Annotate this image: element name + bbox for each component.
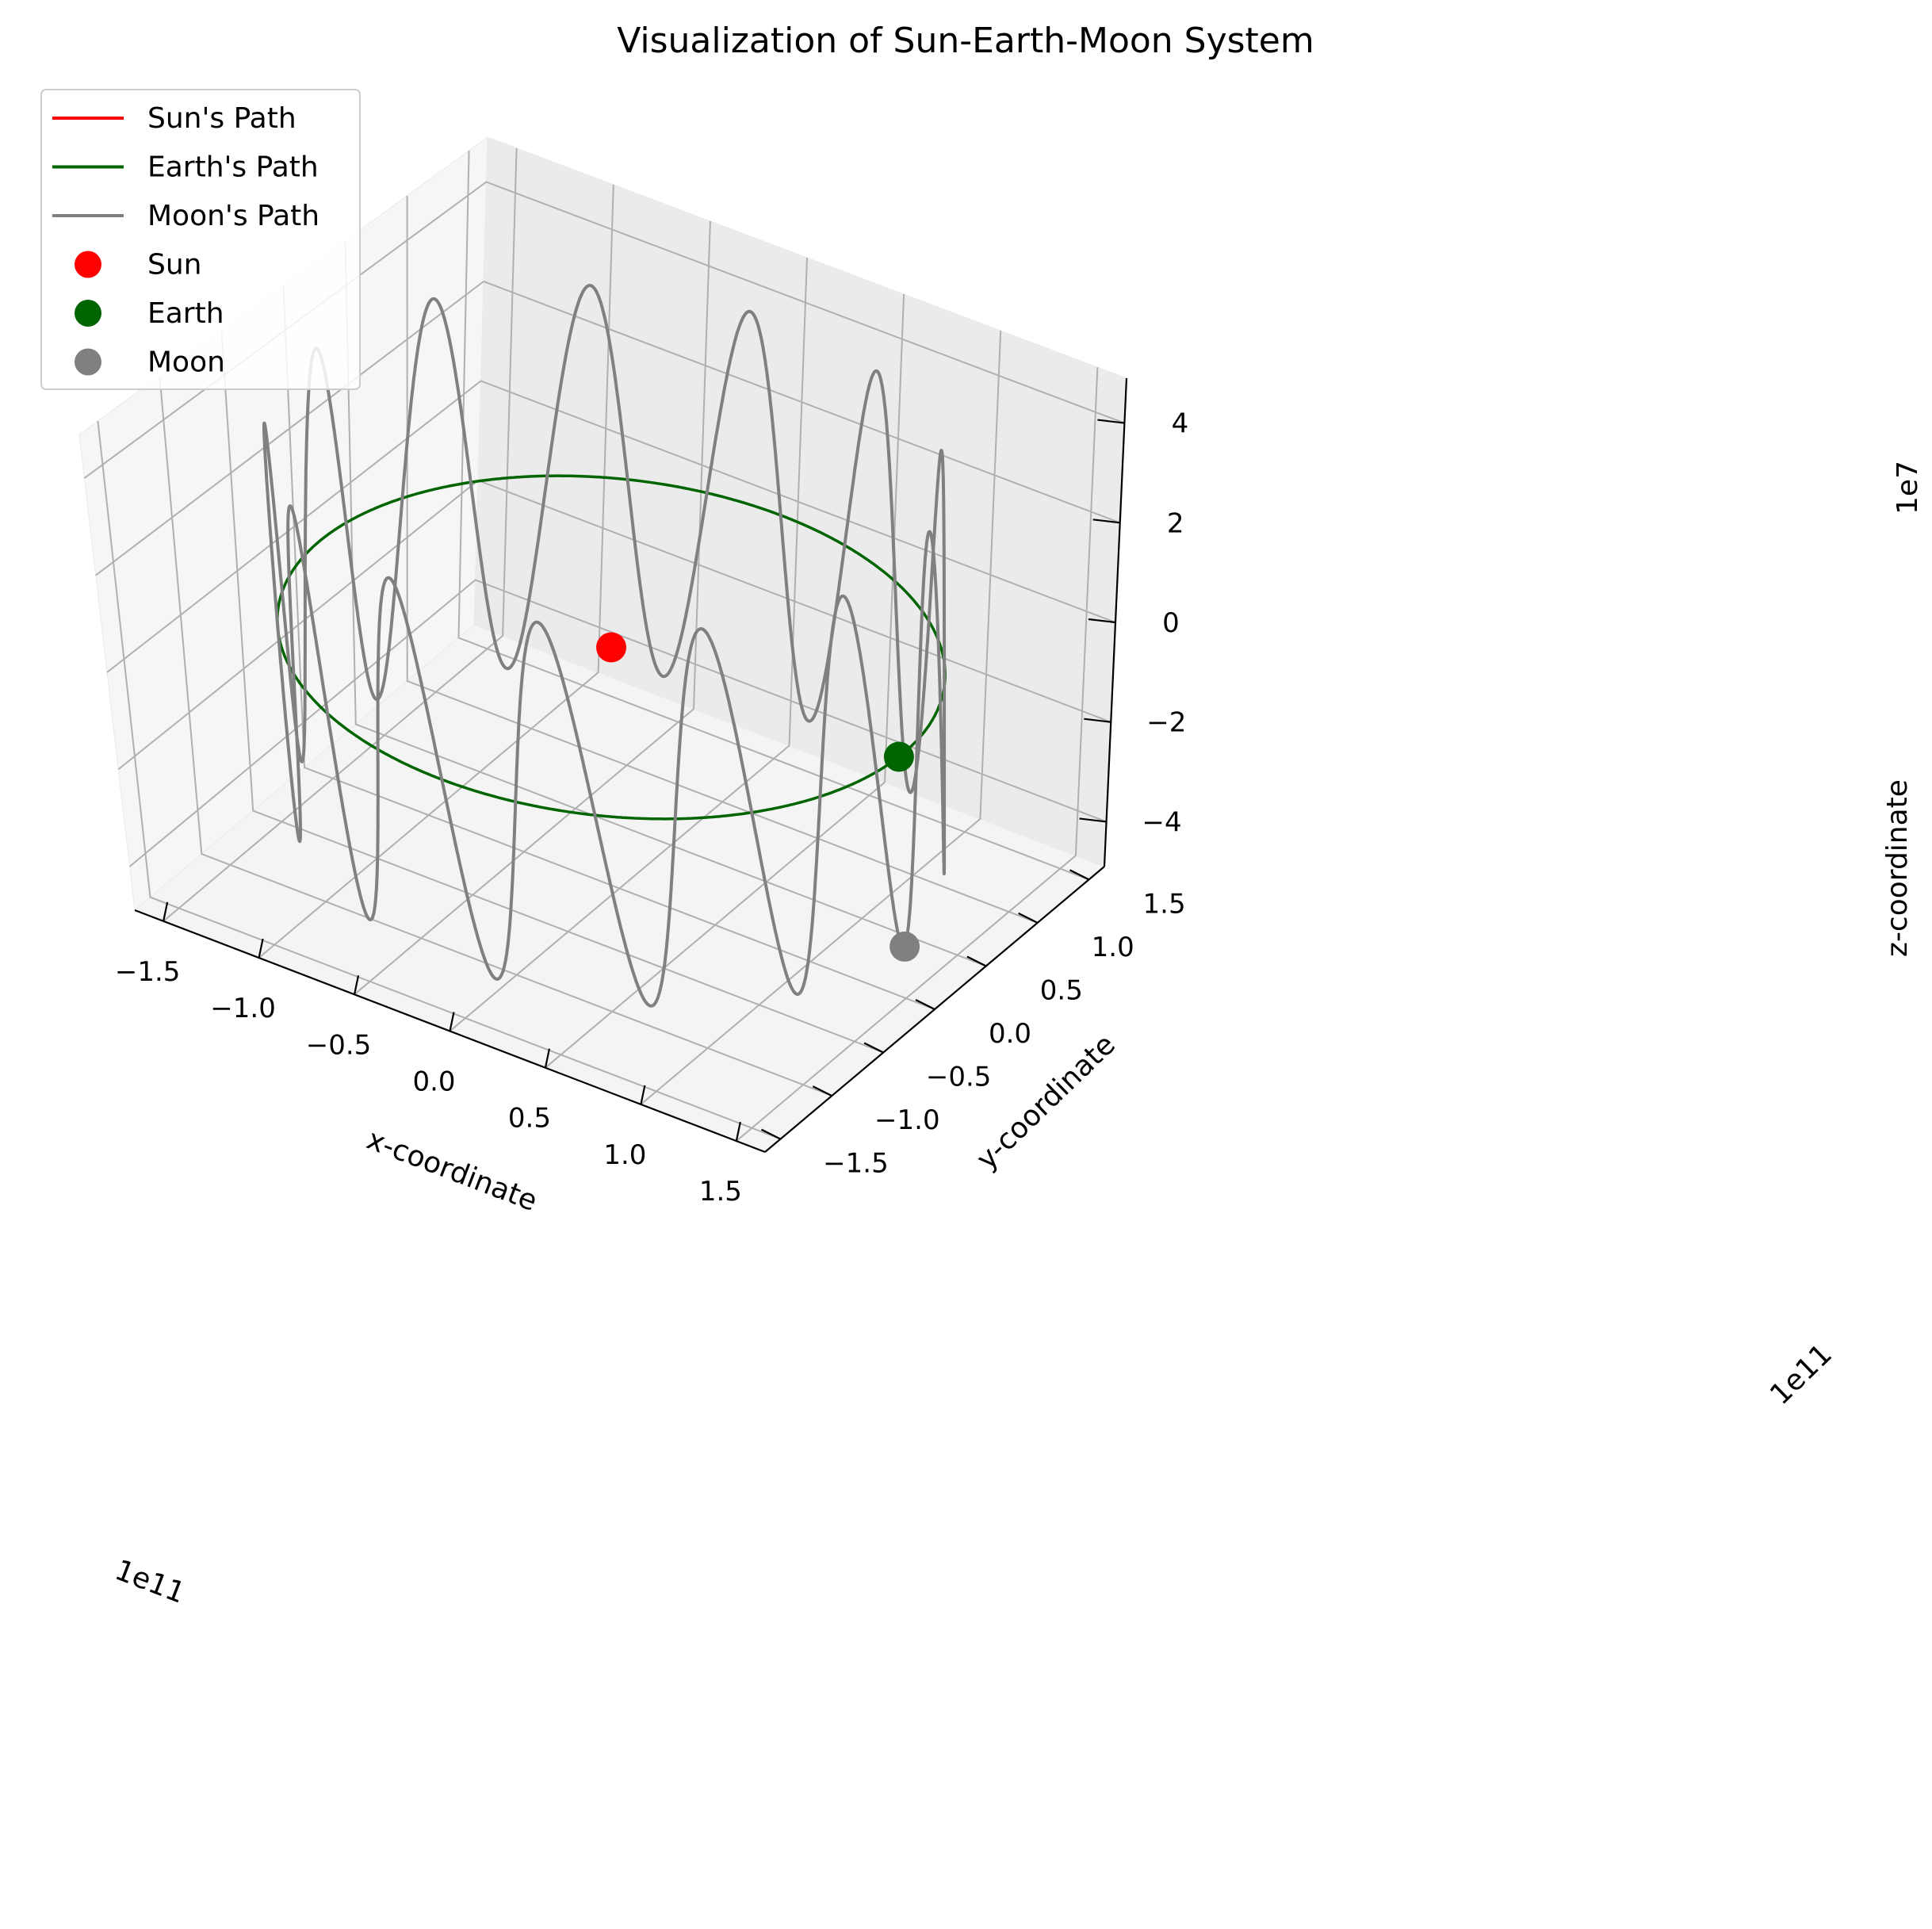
x-tick-mark-0 (163, 901, 169, 922)
x-ticks: −1.5 −1.0 −0.5 0.0 0.5 1.0 1.5 (115, 901, 742, 1208)
grid-line-y-5 (406, 195, 1039, 924)
grid-line-x-0 (163, 147, 518, 922)
legend-label-earth-s-path: Earth's Path (147, 151, 319, 184)
z-tick-label-0: −4 (1142, 806, 1182, 838)
legend-marker-moon (75, 348, 101, 376)
z-axis-label: z-coordinate (1881, 779, 1914, 957)
x-tick-label-2: −0.5 (306, 1029, 372, 1061)
chart-title: Visualization of Sun-Earth-Moon System (617, 21, 1314, 61)
x-axis-label: x-coordinate (362, 1123, 541, 1218)
grid-line-x-6 (736, 367, 1099, 1142)
y-tick-mark-0 (760, 1128, 781, 1140)
y-tick-mark-1 (812, 1085, 832, 1097)
y-tick-mark-4 (966, 955, 987, 967)
z-tick-label-2: 0 (1162, 607, 1180, 639)
x-tick-label-6: 1.5 (699, 1176, 742, 1208)
grid-line-z-3 (95, 280, 1121, 576)
legend-label-sun: Sun (147, 249, 201, 281)
y-tick-mark-6 (1069, 869, 1090, 881)
grid-line-y-3 (282, 285, 935, 1010)
y-tick-label-4: 0.5 (1040, 974, 1083, 1006)
x-tick-mark-3 (449, 1012, 455, 1031)
grid-line-y-2 (220, 331, 884, 1054)
legend-label-moon: Moon (147, 346, 225, 379)
grid-line-x-5 (640, 331, 1002, 1105)
grid-line-x-1 (258, 184, 614, 959)
grid-line-y-4 (344, 240, 987, 967)
pane-left (78, 136, 488, 911)
x-tick-label-0: −1.5 (115, 956, 181, 988)
z-tick-mark-1 (1084, 718, 1111, 723)
y-axis-label: y-coordinate (970, 1028, 1122, 1176)
x-tick-mark-5 (640, 1085, 646, 1105)
x-tick-mark-1 (258, 938, 264, 959)
y-tick-mark-3 (915, 999, 935, 1010)
z-tick-mark-4 (1097, 419, 1125, 424)
z-tick-label-3: 2 (1167, 507, 1184, 539)
x-tick-label-4: 0.5 (508, 1103, 551, 1135)
z-tick-label-1: −2 (1146, 707, 1186, 739)
grid-line-x-3 (449, 257, 808, 1032)
legend-marker-earth (75, 300, 101, 327)
legend-label-sun-s-path: Sun's Path (147, 102, 296, 135)
y-offset-text: 1e11 (1764, 1338, 1838, 1411)
y-tick-label-5: 1.0 (1092, 932, 1134, 963)
y-tick-label-6: 1.5 (1143, 888, 1186, 920)
legend-box (40, 89, 361, 390)
plot-area-3d (78, 136, 1127, 1153)
z-ticks: −4 −2 0 2 4 (1079, 408, 1189, 838)
y-tick-mark-5 (1018, 912, 1039, 924)
z-axis: −4 −2 0 2 4 z-coordinate 1e7 (1079, 377, 1924, 957)
grid-line-y-1 (159, 376, 832, 1097)
x-tick-label-5: 1.0 (603, 1139, 646, 1171)
y-tick-label-0: −1.5 (823, 1148, 889, 1180)
y-tick-label-3: 0.0 (989, 1018, 1031, 1050)
z-tick-mark-2 (1088, 618, 1116, 624)
grid-line-x-4 (545, 294, 905, 1069)
point-earth (883, 741, 914, 772)
y-tick-label-1: −1.0 (874, 1104, 940, 1136)
series-points (596, 632, 920, 962)
grid-line-z-0 (128, 579, 1107, 867)
y-tick-mark-2 (863, 1042, 884, 1054)
z-tick-mark-3 (1092, 519, 1120, 524)
x-tick-mark-2 (353, 975, 360, 995)
legend-label-earth: Earth (147, 297, 224, 330)
legend: Sun's Path Earth's Path Moon's Path Sun Eart… (40, 89, 361, 390)
grid-lines (83, 147, 1125, 1142)
series-earths-path (276, 474, 947, 821)
x-tick-label-3: 0.0 (412, 1066, 455, 1098)
x-tick-label-1: −1.0 (210, 993, 276, 1024)
grid-line-y-0 (97, 420, 781, 1140)
y-tick-label-2: −0.5 (926, 1062, 992, 1093)
x-tick-mark-6 (735, 1121, 741, 1142)
z-tick-label-4: 4 (1172, 408, 1189, 440)
y-ticks: −1.5 −1.0 −0.5 0.0 0.5 1.0 1.5 (760, 869, 1186, 1180)
point-moon (889, 931, 920, 962)
grid-line-z-2 (106, 380, 1116, 673)
x-offset-text: 1e11 (110, 1554, 189, 1610)
point-sun (596, 632, 626, 663)
legend-label-moon-s-path: Moon's Path (147, 200, 319, 232)
z-tick-mark-0 (1079, 817, 1107, 823)
x-tick-mark-4 (544, 1048, 551, 1068)
z-offset-text: 1e7 (1892, 461, 1924, 515)
legend-marker-sun (75, 251, 101, 278)
